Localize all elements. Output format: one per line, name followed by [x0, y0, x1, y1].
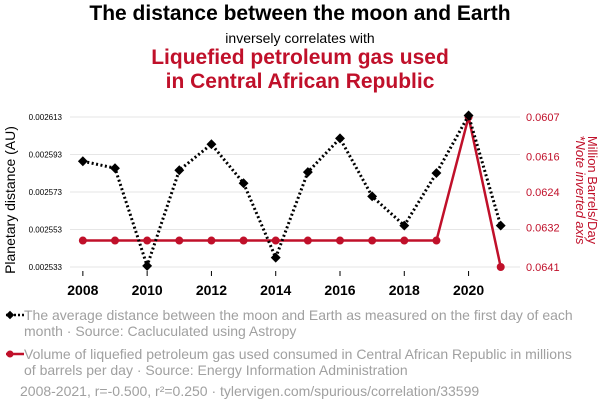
- right-tick-label: 0.0632: [526, 222, 560, 234]
- data-point-moon-distance: [206, 139, 217, 150]
- left-tick-label: 0.002533: [29, 263, 63, 272]
- data-point-lpg: [239, 236, 248, 245]
- footer-stats: 2008-2021, r=-0.500, r²=0.250 · tylervig…: [20, 383, 480, 399]
- data-point-moon-distance: [142, 260, 153, 271]
- left-tick-label: 0.002613: [29, 113, 63, 122]
- data-point-lpg: [271, 236, 280, 245]
- data-point-moon-distance: [270, 252, 281, 263]
- legend-swatch-moon-distance: [5, 310, 24, 320]
- x-tick-label: 2018: [389, 282, 420, 298]
- gridlines: [70, 116, 520, 268]
- x-tick-label: 2020: [453, 282, 484, 298]
- data-point-lpg: [78, 236, 87, 245]
- data-point-lpg: [336, 236, 344, 245]
- legend-swatch-lpg: [6, 350, 24, 358]
- data-point-lpg: [143, 236, 152, 245]
- data-point-lpg: [111, 236, 119, 245]
- left-tick-label: 0.002593: [29, 151, 63, 160]
- data-point-moon-distance: [335, 133, 345, 144]
- data-point-moon-distance: [110, 163, 120, 174]
- x-tick-label: 2014: [260, 282, 291, 298]
- data-point-lpg: [368, 236, 377, 245]
- data-point-lpg: [432, 236, 441, 245]
- series-moon-distance: [77, 110, 506, 271]
- right-axis-note: *Note inverted axis: [573, 135, 588, 245]
- data-point-lpg: [207, 236, 216, 245]
- legend-text-lpg: Volume of liquefied petroleum gas used c…: [24, 346, 572, 378]
- x-tick-label: 2016: [324, 282, 355, 298]
- chart-title: The distance between the moon and Earth: [89, 2, 511, 25]
- left-tick-label: 0.002573: [29, 188, 63, 197]
- right-tick-label: 0.0616: [526, 152, 560, 164]
- right-axis-label: Million Barrels/Day: [585, 136, 600, 245]
- data-point-lpg: [175, 236, 184, 245]
- series-line-lpg: [82, 116, 502, 268]
- data-point-moon-distance: [77, 156, 88, 167]
- x-tick-label: 2010: [132, 282, 163, 298]
- data-point-lpg: [496, 263, 505, 271]
- right-tick-label: 0.0624: [526, 187, 560, 199]
- title2-line2: in Central African Republic: [165, 70, 435, 93]
- x-tick-label: 2008: [67, 282, 98, 298]
- data-point-moon-distance: [431, 168, 442, 179]
- series-line-moon-distance: [82, 111, 503, 271]
- left-axis-ticks: 0.002533 0.002553 0.002573 0.002593 0.002613: [29, 113, 63, 272]
- series-lpg: [78, 113, 505, 271]
- legend-text-moon-distance: The average distance between the moon an…: [24, 307, 573, 339]
- data-point-lpg: [400, 236, 409, 245]
- left-tick-label: 0.002553: [29, 226, 63, 235]
- data-point-lpg: [303, 236, 312, 245]
- chart-title-secondary: Liquefied petroleum gas used in Central …: [0, 46, 600, 94]
- data-point-moon-distance: [174, 165, 185, 176]
- right-tick-label: 0.0607: [526, 112, 560, 124]
- title2-line1: Liquefied petroleum gas used: [151, 46, 449, 69]
- left-axis-label: Planetary distance (AU): [2, 126, 18, 274]
- data-point-moon-distance: [495, 220, 506, 231]
- data-point-moon-distance: [399, 220, 410, 231]
- chart-subtitle: inversely correlates with: [225, 30, 375, 46]
- data-point-moon-distance: [238, 178, 249, 189]
- right-tick-label: 0.0641: [526, 262, 560, 274]
- x-tick-label: 2012: [196, 282, 227, 298]
- x-axis-ticks: 2008 2010 2012 2014 2016 2018 2020: [67, 271, 484, 298]
- data-point-moon-distance: [302, 167, 313, 178]
- data-point-moon-distance: [367, 191, 378, 202]
- right-axis-ticks: 0.0607 0.0616 0.0624 0.0632 0.0641: [526, 112, 560, 274]
